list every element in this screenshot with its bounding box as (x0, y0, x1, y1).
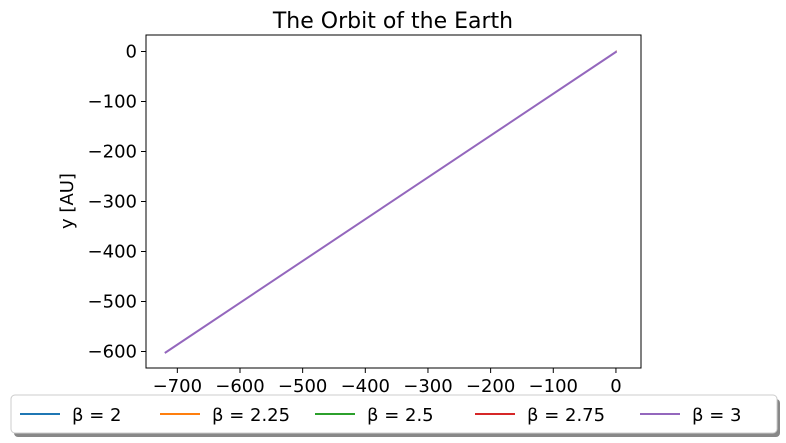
y-tick-label: 0 (126, 42, 137, 63)
x-tick-label: −700 (153, 376, 202, 397)
legend: β = 2 β = 2.25 β = 2.5 β = 2.75 β = 3 (10, 394, 780, 437)
legend-label-1: β = 2.25 (212, 405, 290, 426)
x-tick-label: −100 (529, 376, 578, 397)
x-tick-label: −500 (278, 376, 327, 397)
y-tick-label: −400 (88, 242, 137, 263)
x-tick-label: −300 (403, 376, 452, 397)
x-tick-label: −200 (466, 376, 515, 397)
x-axis: −700 −600 −500 −400 −300 −200 −100 0 (153, 368, 622, 397)
chart-title: The Orbit of the Earth (272, 9, 513, 34)
y-axis-label: y [AU] (57, 173, 78, 229)
y-tick-label: −600 (88, 342, 137, 363)
plot-area: −700 −600 −500 −400 −300 −200 −100 0 0−100−200−… (88, 34, 642, 397)
x-tick-label: −600 (215, 376, 264, 397)
legend-label-4: β = 3 (692, 405, 741, 426)
y-tick-label: −200 (88, 142, 137, 163)
y-tick-label: −500 (88, 292, 137, 313)
legend-label-3: β = 2.75 (527, 405, 605, 426)
series-layer (164, 50, 618, 354)
legend-label-2: β = 2.5 (367, 405, 434, 426)
x-tick-label: −400 (341, 376, 390, 397)
series-line-4 (164, 50, 618, 354)
y-axis: 0 −100 −200 −300 −400 −500 −600 (88, 42, 146, 363)
legend-label-0: β = 2 (72, 405, 121, 426)
y-tick-label: −300 (88, 192, 137, 213)
y-tick-label: −100 (88, 92, 137, 113)
x-tick-label: 0 (610, 376, 621, 397)
legend-box (10, 394, 778, 434)
